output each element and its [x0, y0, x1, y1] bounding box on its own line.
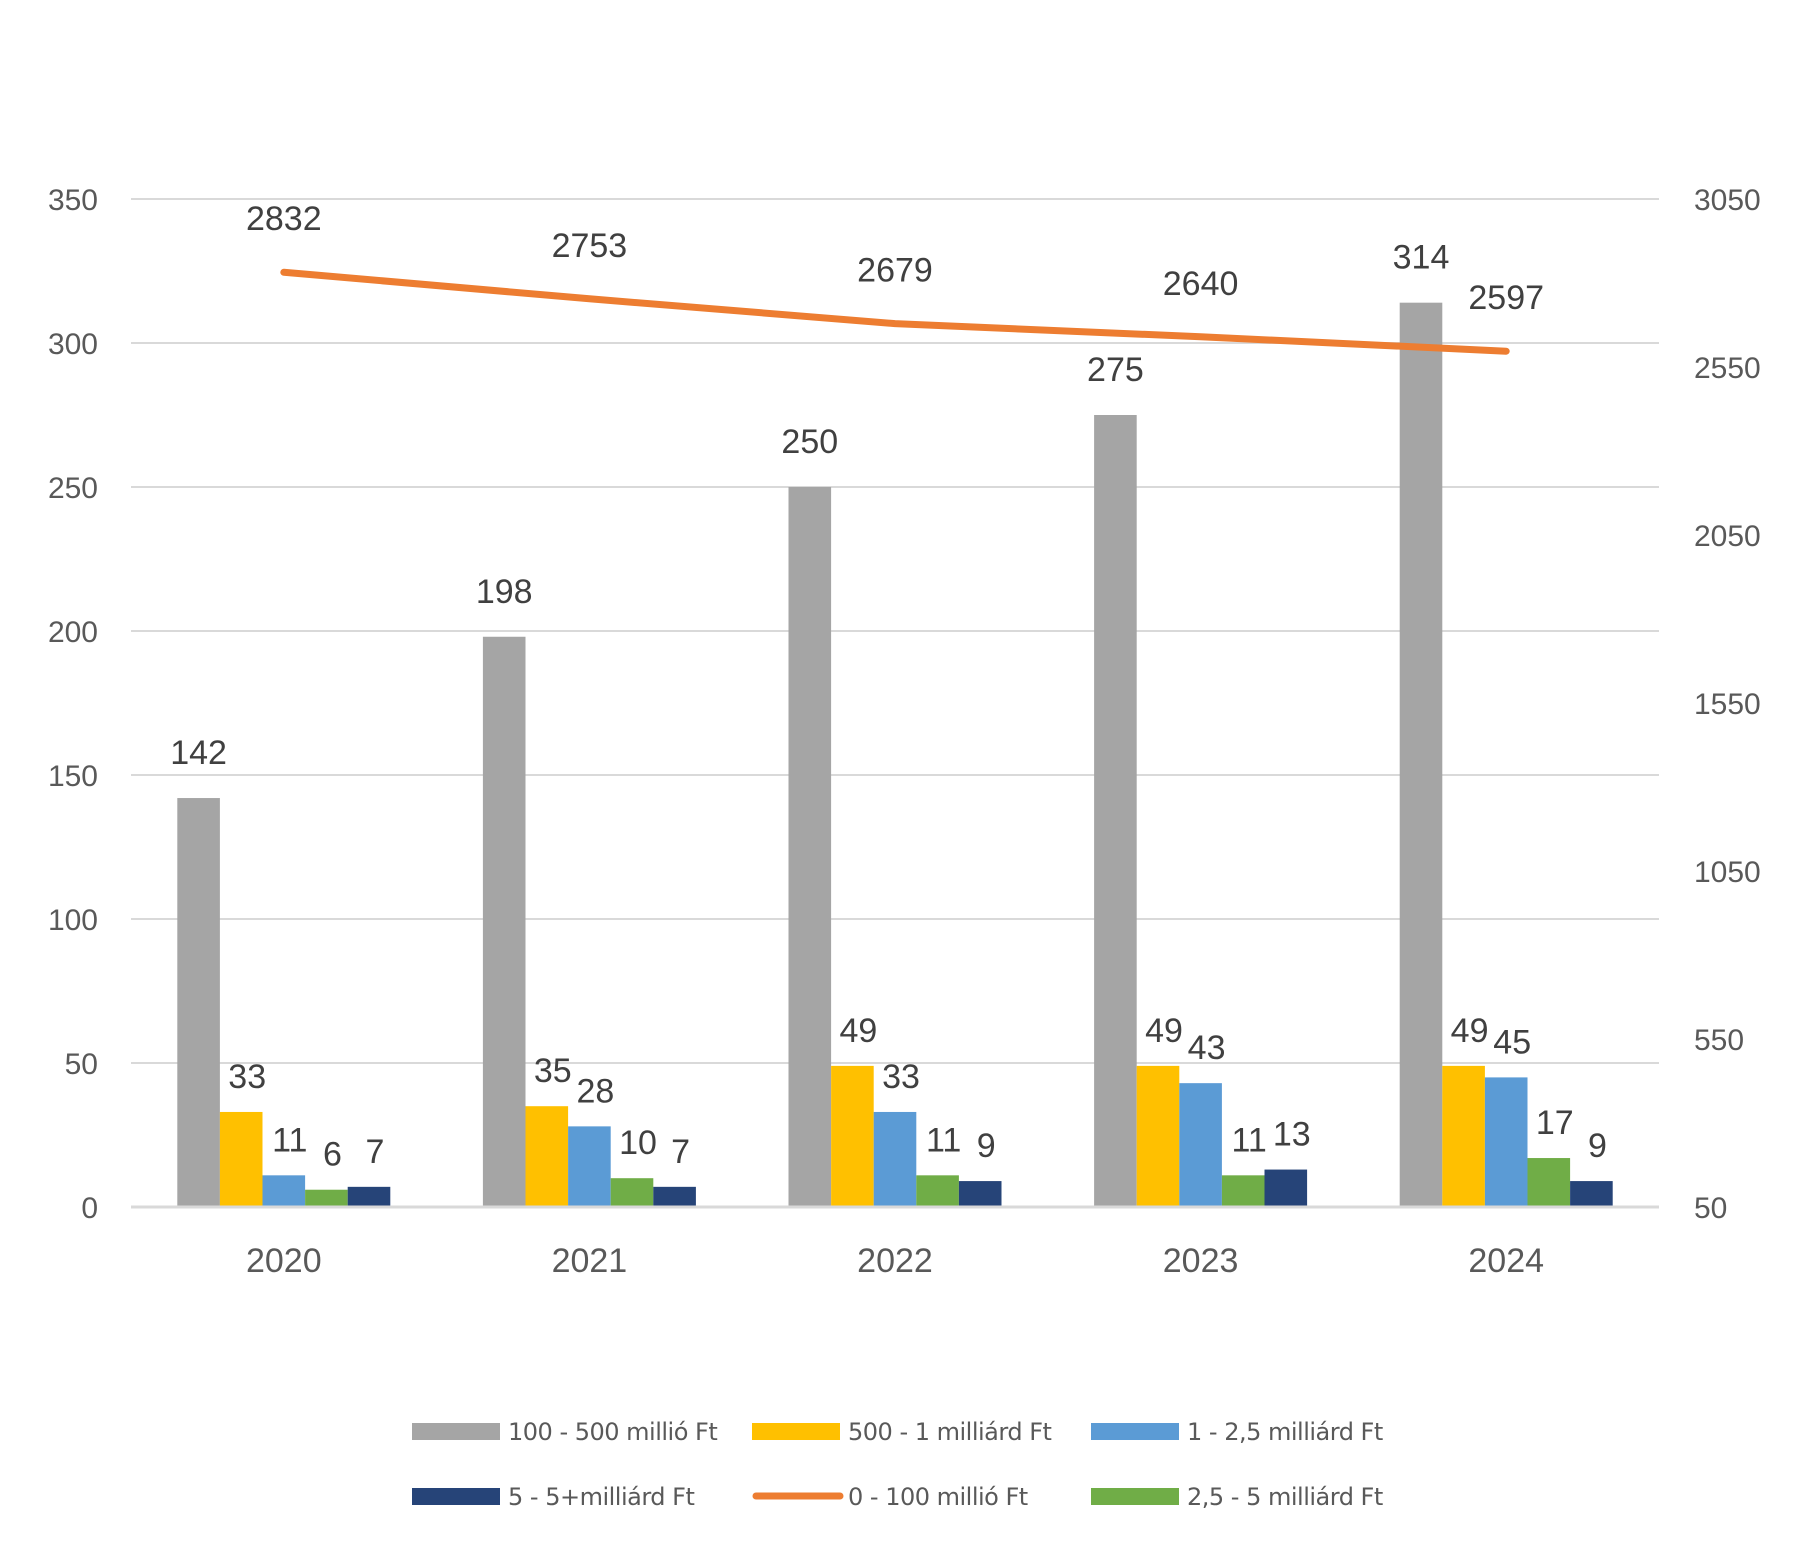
line-data-label: 2640	[1163, 265, 1239, 303]
bar	[1442, 1065, 1485, 1207]
y-axis-tick-label: 350	[48, 184, 98, 217]
y2-axis-tick-label: 50	[1694, 1192, 1727, 1225]
bar-data-label: 28	[576, 1072, 614, 1110]
legend-label: 1 - 2,5 milliárd Ft	[1187, 1418, 1383, 1446]
x-axis-tick-label: 2024	[1468, 1242, 1544, 1280]
legend-label: 2,5 - 5 milliárd Ft	[1187, 1483, 1383, 1511]
line-data-label: 2753	[552, 227, 628, 265]
bar	[568, 1126, 611, 1207]
bar	[873, 1111, 917, 1207]
y-axis-tick-label: 250	[48, 472, 98, 505]
bar-data-label: 11	[272, 1121, 307, 1159]
y-axis-tick-label: 50	[65, 1048, 98, 1081]
bar	[1570, 1181, 1613, 1207]
bar-data-label: 11	[1232, 1121, 1267, 1159]
bar	[1399, 302, 1443, 1207]
legend-label: 0 - 100 millió Ft	[848, 1483, 1028, 1511]
legend-label: 5 - 5+milliárd Ft	[508, 1483, 694, 1511]
bar-data-label: 49	[1451, 1012, 1489, 1050]
bar	[1179, 1083, 1222, 1207]
bar	[305, 1189, 348, 1207]
bar-data-label: 45	[1493, 1023, 1531, 1061]
bar	[610, 1178, 654, 1207]
bar-data-label: 10	[619, 1124, 657, 1162]
bar	[831, 1065, 874, 1207]
bar	[1094, 415, 1137, 1207]
bar-data-label: 7	[671, 1133, 690, 1171]
bar-data-label: 43	[1188, 1029, 1226, 1067]
x-axis-tick-label: 2022	[857, 1242, 933, 1280]
y-axis-tick-label: 100	[48, 904, 98, 937]
y2-axis-tick-label: 1550	[1694, 688, 1761, 721]
bar-data-label: 198	[476, 573, 533, 611]
legend-swatch	[752, 1423, 840, 1440]
bar-data-label: 33	[228, 1058, 266, 1096]
bar-data-label: 33	[882, 1058, 920, 1096]
bar	[525, 1106, 569, 1207]
y2-axis-tick-label: 2550	[1694, 352, 1761, 385]
bar	[916, 1175, 959, 1207]
bar	[653, 1186, 696, 1207]
legend-swatch	[412, 1488, 500, 1505]
bar	[347, 1186, 391, 1207]
bar	[1221, 1175, 1265, 1207]
bar-data-label: 314	[1393, 239, 1450, 277]
legend-swatch	[1091, 1423, 1179, 1440]
bar	[1527, 1158, 1571, 1207]
bar	[1264, 1169, 1308, 1207]
legend-label: 100 - 500 millió Ft	[508, 1418, 717, 1446]
bar-data-label: 7	[366, 1133, 385, 1171]
bar-data-label: 6	[323, 1136, 342, 1174]
bar-data-label: 142	[170, 734, 227, 772]
y-axis-tick-label: 300	[48, 328, 98, 361]
line-data-label: 2832	[246, 200, 322, 238]
x-axis-tick-label: 2020	[246, 1242, 322, 1280]
bar-data-label: 49	[1145, 1012, 1183, 1050]
bar-data-label: 49	[839, 1012, 877, 1050]
bar-data-label: 9	[1588, 1127, 1607, 1165]
y-axis-tick-label: 150	[48, 760, 98, 793]
legend-swatch	[1091, 1488, 1179, 1505]
bar-data-label: 35	[534, 1052, 572, 1090]
line-data-label: 2679	[857, 252, 933, 290]
bar	[958, 1181, 1002, 1207]
y-axis-tick-label: 0	[81, 1192, 98, 1225]
y2-axis-tick-label: 1050	[1694, 856, 1761, 889]
x-axis-tick-label: 2023	[1163, 1242, 1239, 1280]
y2-axis-tick-label: 2050	[1694, 520, 1761, 553]
bar-data-label: 9	[977, 1127, 996, 1165]
legend-label: 500 - 1 milliárd Ft	[848, 1418, 1051, 1446]
bar	[219, 1111, 263, 1207]
line-series	[280, 268, 1510, 355]
bar-data-label: 275	[1087, 351, 1144, 389]
bar	[788, 487, 832, 1207]
bar	[177, 798, 220, 1207]
bar	[1484, 1077, 1528, 1207]
bar-data-label: 250	[781, 423, 838, 461]
legend-swatch	[412, 1423, 500, 1440]
bar	[482, 636, 526, 1207]
bar-data-label: 13	[1273, 1116, 1311, 1154]
bar	[1136, 1065, 1180, 1207]
y2-axis-tick-label: 550	[1694, 1024, 1744, 1057]
y2-axis-tick-label: 3050	[1694, 184, 1761, 217]
bar-data-label: 17	[1536, 1104, 1574, 1142]
y-axis-tick-label: 200	[48, 616, 98, 649]
line-data-label: 2597	[1468, 279, 1544, 317]
bar-data-label: 11	[926, 1121, 961, 1159]
x-axis-tick-label: 2021	[552, 1242, 628, 1280]
bar	[262, 1175, 306, 1207]
